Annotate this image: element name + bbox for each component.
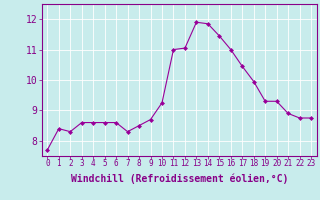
X-axis label: Windchill (Refroidissement éolien,°C): Windchill (Refroidissement éolien,°C) <box>70 173 288 184</box>
